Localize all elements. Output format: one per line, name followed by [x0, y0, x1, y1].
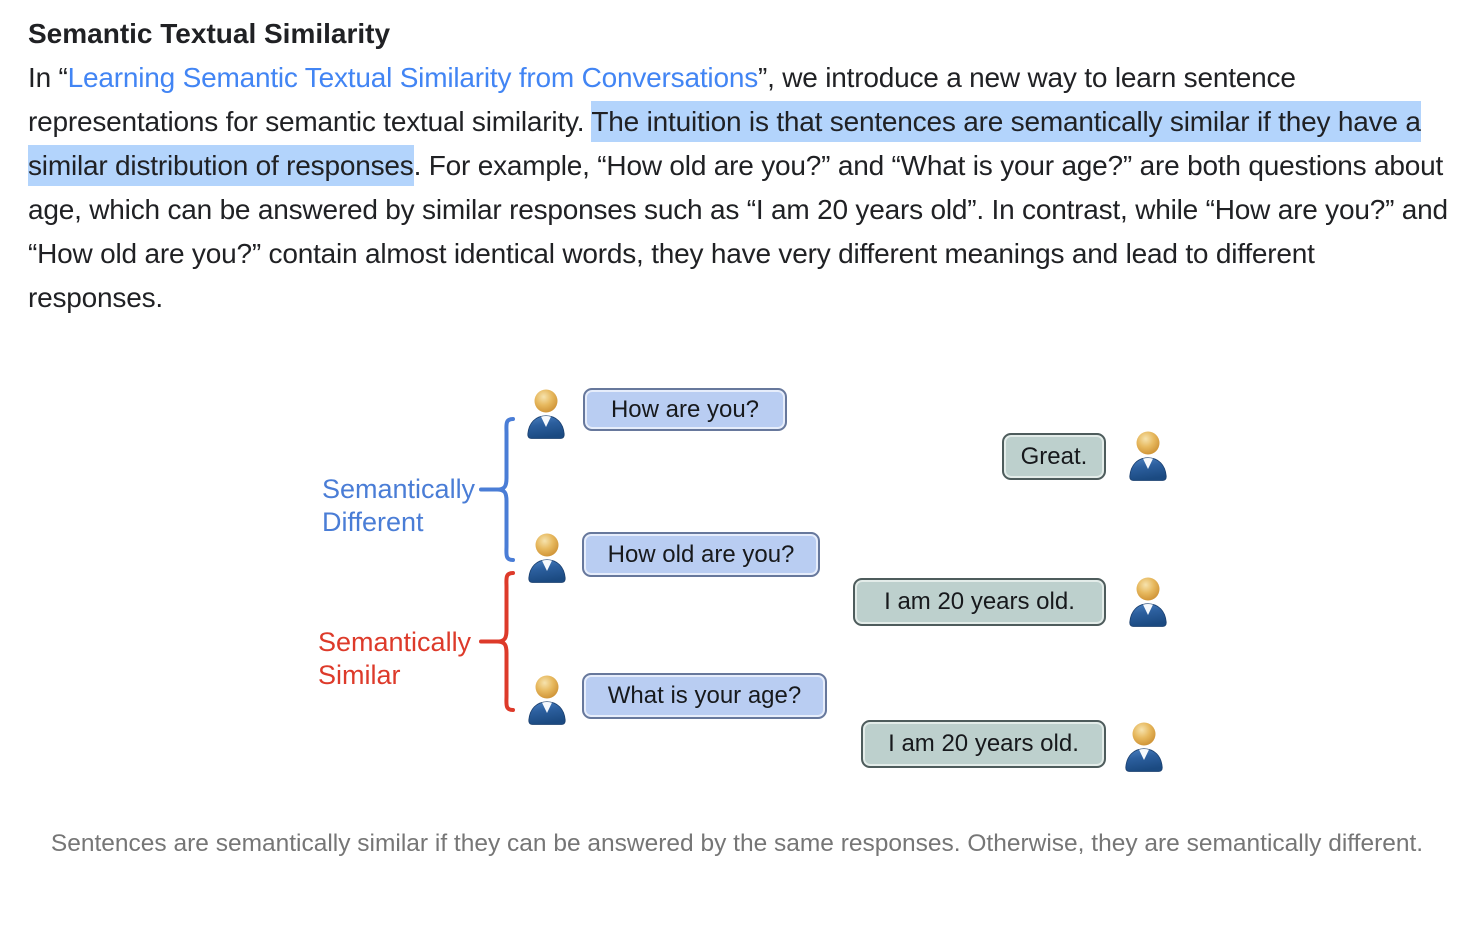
answer-bubble: I am 20 years old.: [853, 578, 1106, 626]
semantically-similar-label: Semantically Similar: [318, 627, 472, 690]
figure-caption: Sentences are semantically similar if th…: [50, 830, 1424, 857]
paragraph-intro: In “: [28, 62, 68, 93]
semantically-different-label: Semantically Different: [322, 474, 476, 537]
person-icon: [525, 674, 569, 726]
page-title: Semantic Textual Similarity: [28, 18, 391, 49]
person-icon: [1126, 576, 1170, 628]
person-icon: [525, 532, 569, 584]
paragraph-rest: . For example, “How old are you?” and “W…: [28, 150, 1448, 313]
paragraph-after-link: ”, we introduce a new way to learn sente…: [28, 62, 1296, 137]
paragraph: In “Learning Semantic Textual Similarity…: [28, 56, 1452, 320]
person-icon: [524, 388, 568, 440]
question-bubble: How are you?: [583, 388, 787, 431]
similar-brace-icon: [479, 571, 515, 712]
person-icon: [1126, 430, 1170, 482]
paper-link[interactable]: Learning Semantic Textual Similarity fro…: [67, 62, 759, 93]
question-bubble: How old are you?: [582, 532, 820, 577]
different-brace-icon: [479, 417, 515, 562]
person-icon: [1122, 721, 1166, 773]
similarity-diagram: Semantically Different Semantically Simi…: [0, 356, 1474, 780]
answer-bubble: Great.: [1002, 433, 1106, 480]
article-body: Semantic Textual Similarity In “Learning…: [28, 12, 1452, 320]
question-bubble: What is your age?: [582, 673, 827, 719]
answer-bubble: I am 20 years old.: [861, 720, 1106, 768]
